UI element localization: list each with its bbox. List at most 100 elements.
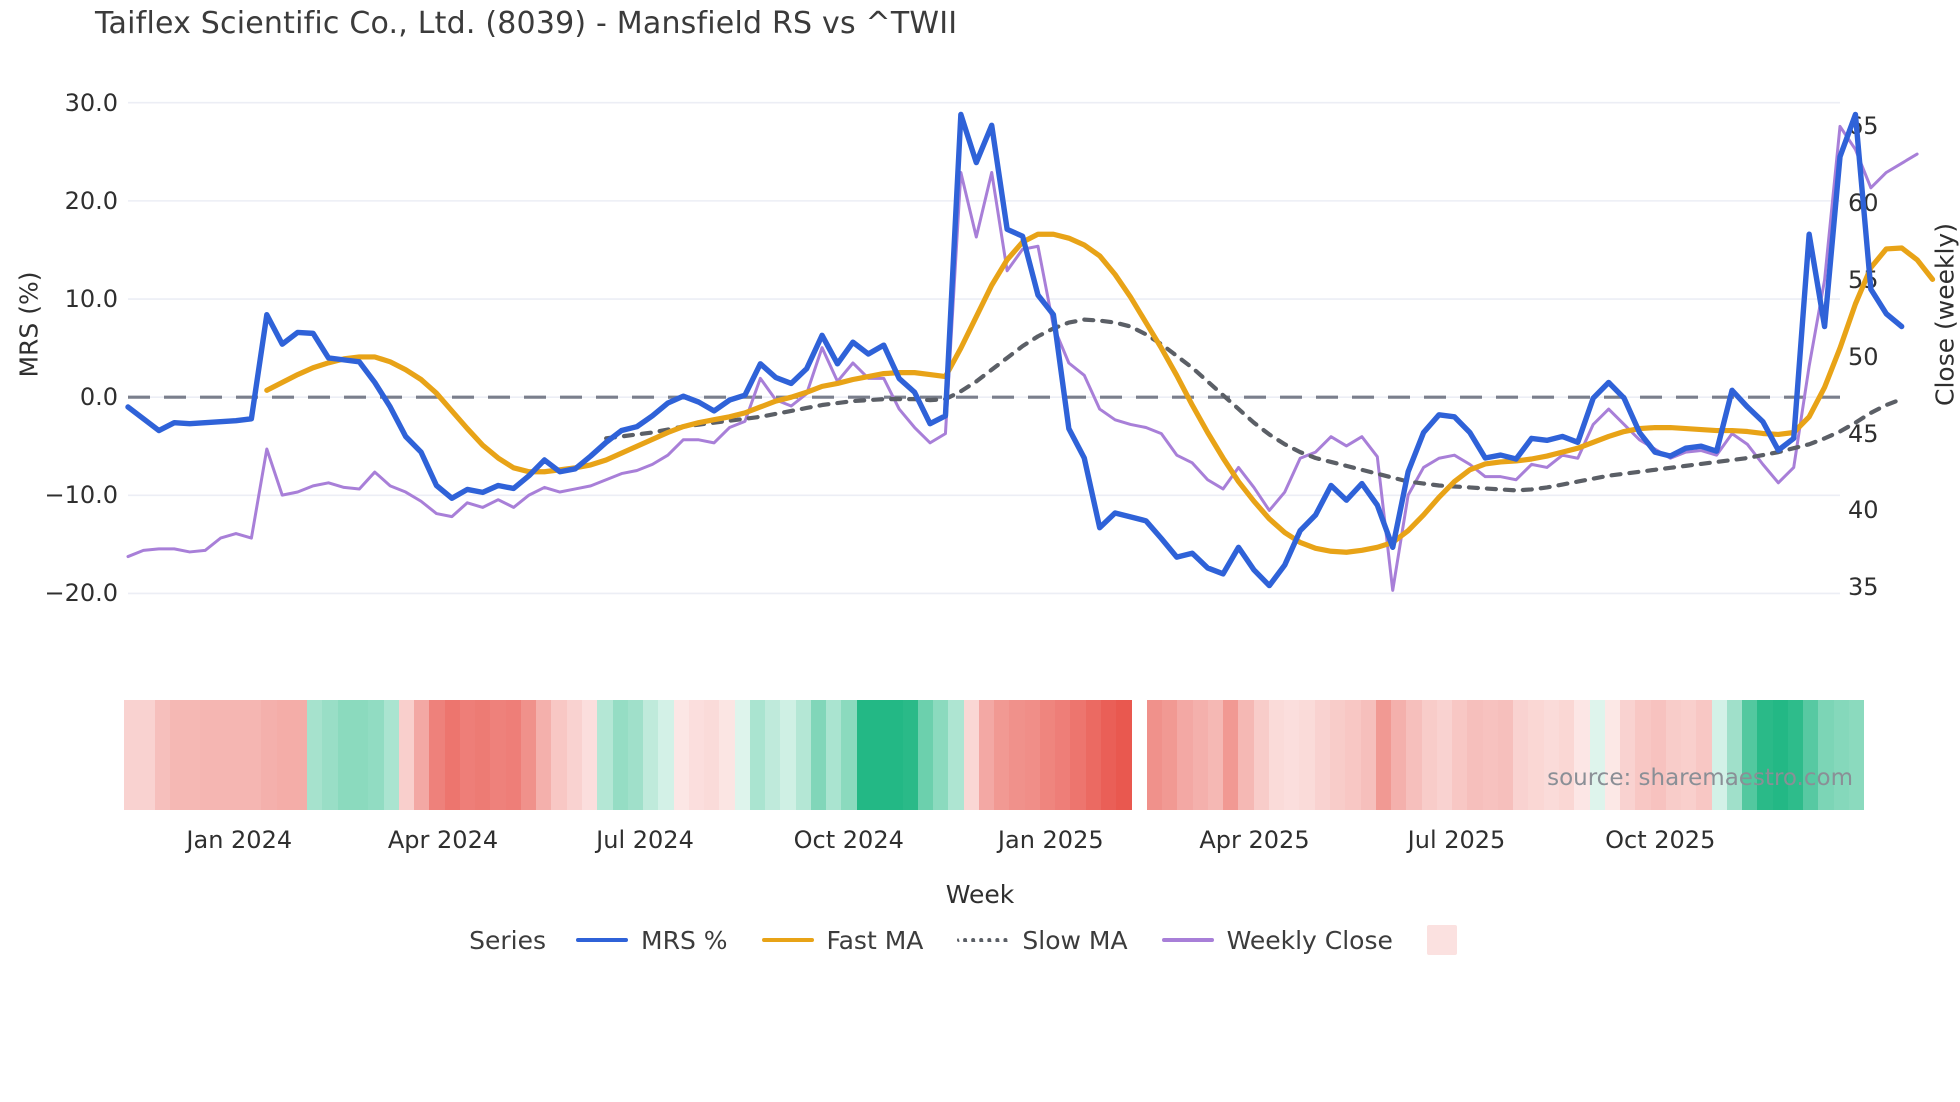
heat-cell — [719, 700, 735, 810]
heat-cell — [1757, 700, 1773, 810]
heat-cell — [1345, 700, 1361, 810]
heat-cell — [1436, 700, 1453, 810]
heat-cell — [658, 700, 674, 810]
heat-cell — [1787, 700, 1804, 810]
rs-heatmap-strip — [124, 700, 1865, 810]
heat-cell — [872, 700, 888, 810]
heat-cell — [902, 700, 918, 810]
left-axis-tick-2: 10.0 — [64, 285, 118, 314]
heat-cell — [1207, 700, 1224, 810]
heat-cell — [1391, 700, 1407, 810]
heat-cell — [1360, 700, 1376, 810]
heat-cell — [322, 700, 338, 810]
heat-cell — [536, 700, 552, 810]
heat-cell — [1604, 700, 1621, 810]
series-line-weekly-close — [126, 124, 1919, 592]
legend-swatch-icon — [761, 938, 814, 942]
heat-cell — [139, 700, 155, 810]
heat-cell — [230, 700, 247, 810]
heat-cell — [826, 700, 842, 810]
heat-cell — [1406, 700, 1422, 810]
heat-cell — [1238, 700, 1254, 810]
heat-cell — [1497, 700, 1514, 810]
heat-cell — [505, 700, 521, 810]
heat-cell — [1039, 700, 1056, 810]
series-line-fast-ma — [264, 231, 1936, 555]
heat-cell — [1070, 700, 1086, 810]
right-axis-tick-5: 40 — [1848, 496, 1879, 525]
heat-cell — [1116, 700, 1132, 810]
legend-swatch-icon — [1161, 938, 1214, 942]
heat-cell — [963, 700, 979, 810]
heat-cell — [1635, 700, 1651, 810]
heat-cell — [1131, 700, 1147, 810]
heat-cell — [581, 700, 598, 810]
heat-cell — [429, 700, 445, 810]
heat-cell — [1085, 700, 1101, 810]
right-axis-tick-6: 35 — [1848, 573, 1879, 602]
legend-item-heat-swatch[interactable] — [1426, 925, 1457, 955]
heat-cell — [704, 700, 720, 810]
left-axis-tick-5: −20.0 — [44, 579, 118, 608]
heat-cell — [627, 700, 644, 810]
heat-cell — [780, 700, 796, 810]
heat-cell — [291, 700, 308, 810]
x-axis-tick-5: Apr 2025 — [1199, 826, 1310, 854]
heat-cell — [1665, 700, 1682, 810]
legend-item-fast-ma[interactable]: Fast MA — [761, 926, 923, 955]
heat-cell — [795, 700, 811, 810]
legend-item-weekly-close[interactable]: Weekly Close — [1161, 926, 1393, 955]
heat-cell — [1253, 700, 1269, 810]
legend-item-mrs[interactable]: MRS % — [576, 926, 728, 955]
heat-cell — [1696, 700, 1712, 810]
heat-cell — [1620, 700, 1636, 810]
heat-cell — [978, 700, 995, 810]
heat-cell — [1528, 700, 1544, 810]
heat-cell — [352, 700, 369, 810]
heat-cell — [459, 700, 476, 810]
heat-cell — [1177, 700, 1193, 810]
x-axis-tick-0: Jan 2024 — [186, 826, 293, 854]
legend-heat-swatch-icon — [1426, 925, 1457, 955]
heat-cell — [1650, 700, 1666, 810]
heat-cell — [1742, 700, 1758, 810]
heat-cell — [673, 700, 689, 810]
heat-cell — [887, 700, 903, 810]
heat-cell — [1711, 700, 1727, 810]
x-axis-tick-3: Oct 2024 — [793, 826, 904, 854]
heat-cell — [1558, 700, 1575, 810]
heat-cell — [933, 700, 949, 810]
heat-cell — [856, 700, 873, 810]
heat-cell — [1452, 700, 1468, 810]
left-axis-tick-3: 0.0 — [79, 383, 118, 412]
x-axis-title: Week — [945, 880, 1015, 909]
heat-cell — [597, 700, 613, 810]
left-axis-tick-4: −10.0 — [44, 481, 118, 510]
heat-cell — [475, 700, 491, 810]
heat-cell — [276, 700, 292, 810]
heat-cell — [765, 700, 781, 810]
heat-cell — [154, 700, 170, 810]
x-axis-tick-1: Apr 2024 — [387, 826, 499, 854]
legend-title: Series — [469, 925, 547, 955]
heat-cell — [383, 700, 399, 810]
heat-cell — [414, 700, 430, 810]
heat-cell — [1421, 700, 1437, 810]
heat-cell — [841, 700, 857, 810]
right-axis-tick-4: 45 — [1848, 419, 1879, 448]
heat-cell — [1467, 700, 1483, 810]
heat-cell — [1681, 700, 1697, 810]
heat-cell — [1482, 700, 1498, 810]
heat-cell — [1223, 700, 1239, 810]
x-axis-tick-7: Oct 2025 — [1605, 826, 1716, 854]
legend-item-slow-ma[interactable]: Slow MA — [957, 926, 1128, 955]
heat-cell — [169, 700, 186, 810]
heat-cell — [1726, 700, 1743, 810]
legend-swatch-icon — [957, 938, 1010, 942]
heat-cell — [444, 700, 460, 810]
left-axis-tick-0: 30.0 — [64, 88, 118, 117]
left-axis-ticks: 30.0 20.0 10.0 0.0 −10.0 −20.0 — [0, 88, 118, 618]
left-axis-tick-1: 20.0 — [64, 186, 118, 215]
heat-cell — [1849, 700, 1865, 810]
